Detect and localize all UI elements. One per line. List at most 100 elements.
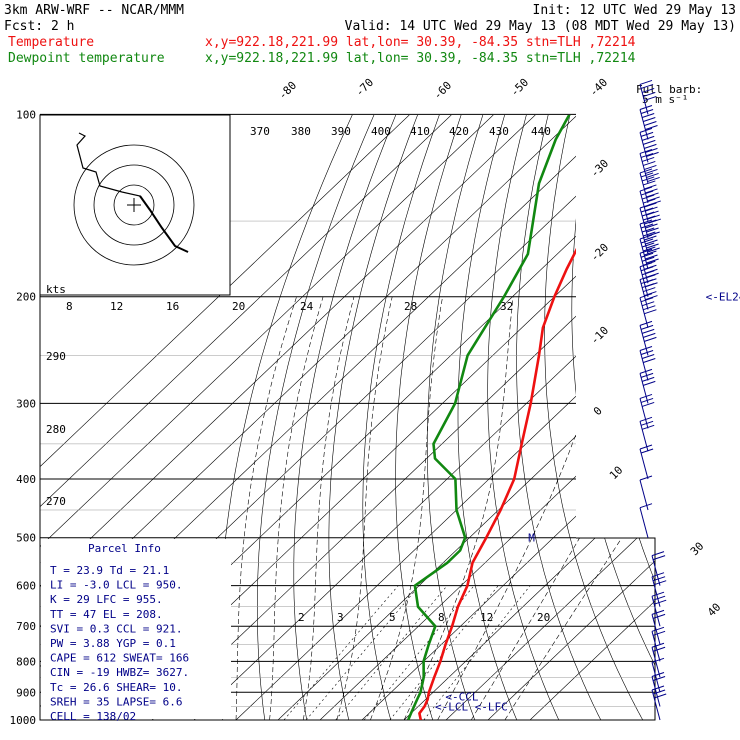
wind-barb	[639, 320, 657, 356]
isotherm-label: 30	[688, 540, 707, 559]
annotation-label: M	[528, 532, 535, 545]
isotherm-line	[487, 115, 655, 720]
wind-barb	[651, 572, 667, 607]
isotherm-line	[361, 115, 655, 720]
pressure-label-700: 700	[16, 620, 36, 633]
wind-barb	[639, 444, 654, 480]
theta-label: 400	[371, 125, 391, 138]
temperature-info: x,y=922.18,221.99 lat,lon= 30.39, -84.35…	[205, 35, 636, 50]
theta-label: 280	[46, 423, 66, 436]
dry-adiabat-line	[516, 115, 608, 720]
moist-adiabat-line	[504, 296, 655, 720]
isotherm-line	[235, 115, 655, 720]
parcel-info-row: Tc = 26.6 SHEAR= 10.	[50, 681, 182, 694]
pressure-label-300: 300	[16, 397, 36, 410]
pressure-label-400: 400	[16, 473, 36, 486]
dry-adiabat-line	[487, 115, 566, 720]
valid-time: Valid: 14 UTC Wed 29 May 13 (08 MDT Wed …	[345, 19, 736, 34]
isotherm-label: -10	[588, 324, 611, 347]
theta-e-label: 20	[232, 300, 245, 313]
dry-adiabat-line	[219, 115, 353, 720]
dry-adiabat-line	[648, 115, 655, 720]
theta-e-label: 16	[166, 300, 179, 313]
isotherm-line	[445, 115, 655, 720]
mixing-ratio-label: 8	[438, 611, 445, 624]
mixing-ratio-label: 12	[480, 611, 493, 624]
parcel-info-row: CIN = -19 HWBZ= 3627.	[50, 666, 189, 679]
dry-adiabat-line	[674, 114, 740, 732]
mixing-ratio-line	[423, 585, 531, 720]
isotherm-line	[40, 115, 410, 720]
wind-barb	[651, 642, 666, 678]
theta-label: 420	[449, 125, 469, 138]
isotherm-label: -50	[508, 76, 531, 99]
wind-barb	[651, 685, 667, 721]
theta-e-label: 32	[500, 300, 513, 313]
wind-barb	[639, 79, 657, 115]
wind-barb	[639, 503, 653, 538]
dry-adiabat-line	[571, 115, 655, 720]
barb-legend-unit: 5 m s⁻¹	[642, 93, 688, 106]
parcel-info-row: SVI = 0.3 CCL = 921.	[50, 622, 182, 635]
mixing-ratio-label: 5	[389, 611, 396, 624]
theta-label: 430	[489, 125, 509, 138]
pressure-label-900: 900	[16, 686, 36, 699]
wind-barb	[639, 219, 660, 255]
wind-barb	[639, 127, 659, 163]
init-time: Init: 12 UTC Wed 29 May 13	[533, 3, 737, 18]
isotherm-line	[151, 115, 655, 720]
mixing-ratio-line	[305, 585, 420, 720]
dewpoint-label: Dewpoint temperature	[8, 51, 165, 66]
mixing-ratio-label: 20	[537, 611, 550, 624]
hodograph-unit: kts	[46, 283, 66, 296]
isotherm-line	[193, 115, 655, 720]
model-title: 3km ARW-WRF -- NCAR/MMM	[4, 3, 184, 18]
wind-barb	[639, 168, 661, 206]
dewpoint-info: x,y=922.18,221.99 lat,lon= 30.39, -84.35…	[205, 51, 636, 66]
isotherm-label: 0	[591, 404, 605, 418]
dry-adiabat-line	[395, 115, 462, 720]
parcel-info-row: K = 29 LFC = 955.	[50, 593, 163, 606]
moist-adiabat-line	[437, 296, 612, 720]
forecast-hour: Fcst: 2 h	[4, 19, 74, 34]
moist-adiabat-line	[269, 296, 324, 720]
isotherm-label: -40	[587, 76, 610, 99]
theta-e-label: 24	[300, 300, 314, 313]
wind-barb	[639, 345, 656, 381]
parcel-info-row: T = 23.9 Td = 21.1	[50, 564, 169, 577]
annotation-label: <-LCL <-LFC	[435, 701, 508, 714]
mixing-ratio-label: 2	[298, 611, 305, 624]
dry-adiabat-line	[293, 115, 397, 720]
hodograph: kts	[39, 114, 231, 296]
annotation-label: <-EL24	[706, 291, 740, 304]
annotation-label: <-CCL	[445, 691, 478, 704]
wind-barb	[651, 591, 667, 627]
isotherm-line	[319, 115, 655, 720]
pressure-label-600: 600	[16, 580, 36, 593]
isotherm-label: -70	[353, 76, 376, 99]
theta-label: 390	[331, 125, 351, 138]
theta-e-label: 28	[404, 300, 417, 313]
parcel-info-row: CAPE = 612 SWEAT= 166	[50, 652, 189, 665]
theta-label: 370	[250, 125, 270, 138]
isotherm-line	[40, 115, 452, 720]
isotherm-line	[40, 115, 536, 720]
dry-adiabat-line	[698, 114, 740, 732]
pressure-label-500: 500	[16, 532, 36, 545]
moist-adiabat-line	[235, 296, 297, 720]
theta-label: 440	[531, 125, 551, 138]
isotherm-line	[40, 115, 494, 720]
isotherm-label: -80	[276, 79, 299, 102]
isotherm-label: 40	[705, 601, 724, 620]
dry-adiabat-line	[427, 115, 484, 720]
isotherm-line	[529, 115, 655, 720]
wind-barb	[639, 275, 658, 310]
plot-frame	[39, 115, 656, 721]
pressure-label-100: 100	[16, 108, 36, 121]
theta-label: 380	[291, 125, 311, 138]
temperature-label: Temperature	[8, 35, 94, 50]
dry-adiabat-line	[597, 115, 655, 720]
moist-adiabat-line	[302, 296, 355, 720]
wind-barb	[651, 672, 666, 707]
